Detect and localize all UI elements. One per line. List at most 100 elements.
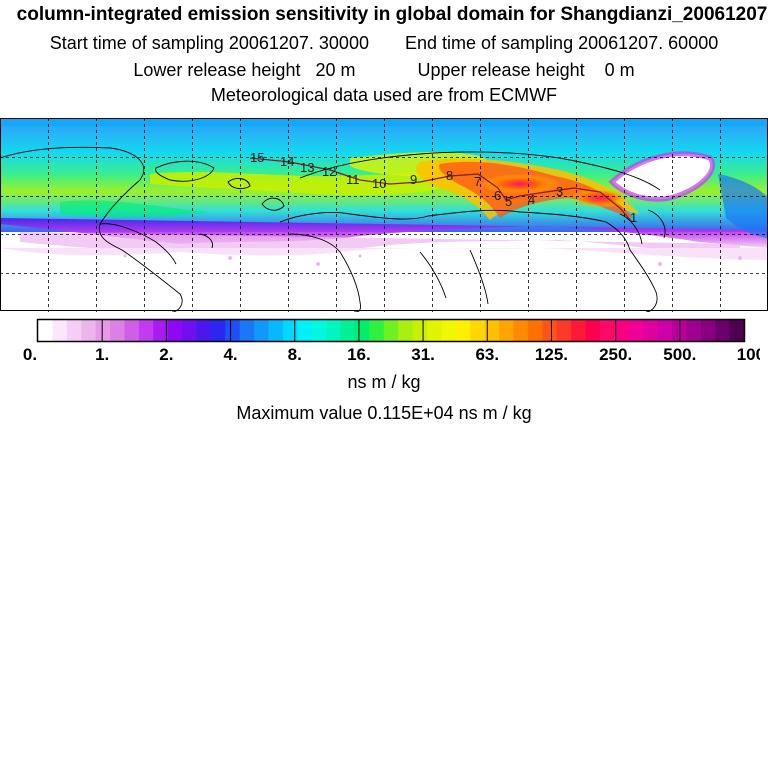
colorbar-cell — [383, 320, 399, 341]
coast-eurasia-north — [299, 151, 661, 191]
colorbar-cell — [715, 320, 731, 341]
colorbar-cell — [297, 320, 313, 341]
traj-label-5: 5 — [505, 194, 512, 209]
colorbar-cell — [182, 320, 198, 341]
release-upper: Upper release height 0 m — [417, 60, 635, 80]
traj-label-4: 4 — [528, 192, 535, 207]
traj-label-10: 10 — [372, 176, 386, 191]
colorbar-cell — [138, 320, 154, 341]
coast-japan — [647, 209, 666, 239]
colorbar-cell — [643, 320, 659, 341]
speckle — [123, 254, 127, 258]
coast-india — [469, 249, 489, 305]
colorbar-tick-label: 31. — [411, 345, 435, 364]
colorbar-ticks — [101, 320, 681, 341]
colorbar-units: ns m / kg — [347, 372, 421, 392]
colorbar-cell — [254, 320, 270, 341]
colorbar-cell — [470, 320, 486, 341]
colorbar-cell — [354, 320, 370, 341]
colorbar-cell — [225, 320, 241, 341]
field-yellow-tongue — [150, 172, 480, 196]
coast-eurasia-south — [279, 209, 658, 312]
field-atlantic-green — [60, 200, 210, 217]
colorbar: 0. 1. 2. 4. 8. 16. 31. 63. 125. 250. 500. 1000. — [23, 318, 760, 364]
traj-label-11: 11 — [346, 172, 360, 187]
speckle — [358, 254, 362, 258]
max-value: Maximum value 0.115E+04 ns m / kg — [236, 403, 532, 423]
speckle — [316, 262, 320, 266]
colorbar-frame — [36, 318, 746, 343]
colorbar-tick-label: 8. — [288, 345, 302, 364]
colorbar-cell — [268, 320, 284, 341]
colorbar-cell — [571, 320, 587, 341]
sampling-end: End time of sampling 20061207. 60000 — [405, 33, 719, 53]
field-east-pacific — [718, 174, 768, 238]
colorbar-cell — [441, 320, 457, 341]
colorbar-cell — [340, 320, 356, 341]
colorbar-tick-label: 0. — [23, 345, 37, 364]
colorbar-tick-label: 4. — [223, 345, 237, 364]
colorbar-cell — [499, 320, 515, 341]
colorbar-tick-label: 63. — [475, 345, 499, 364]
colorbar-cell — [81, 320, 97, 341]
release-heights: Lower release height 20 m Upper release … — [0, 60, 768, 81]
sampling-start: Start time of sampling 20061207. 30000 — [49, 33, 369, 53]
colorbar-cell — [455, 320, 471, 341]
trajectory-path — [249, 157, 633, 223]
speckle — [228, 256, 232, 260]
colorbar-cell — [66, 320, 82, 341]
trajectory-labels: 1 3 4 5 6 7 8 9 10 11 12 13 14 15 — [250, 150, 637, 225]
coast-iceland — [227, 178, 251, 190]
coast-caribbean — [199, 233, 213, 249]
colorbar-tick-label: 2. — [159, 345, 173, 364]
colorbar-cells — [38, 320, 745, 341]
field-south-empty — [0, 248, 768, 312]
colorbar-cell — [210, 320, 226, 341]
colorbar-cell — [556, 320, 572, 341]
traj-label-3: 3 — [556, 184, 563, 199]
speckle — [738, 256, 742, 260]
colorbar-cell — [628, 320, 644, 341]
colorbar-cell — [614, 320, 630, 341]
graticule — [0, 118, 768, 312]
colorbar-cell — [326, 320, 342, 341]
colorbar-cell — [527, 320, 543, 341]
traj-label-13: 13 — [300, 160, 314, 175]
coast-arabia — [419, 251, 447, 299]
colorbar-cell — [38, 320, 54, 341]
coast-korea — [619, 213, 643, 245]
sampling-times: Start time of sampling 20061207. 30000 E… — [0, 33, 768, 54]
traj-label-6: 6 — [494, 188, 501, 203]
colorbar-cell — [167, 320, 183, 341]
traj-label-14: 14 — [280, 154, 294, 169]
colorbar-tick-label: 125. — [535, 345, 568, 364]
colorbar-cell — [686, 320, 702, 341]
field-pacific-rim — [608, 151, 715, 202]
colorbar-cell — [585, 320, 601, 341]
colorbar-cell — [729, 320, 745, 341]
speckle — [658, 262, 662, 266]
colorbar-cell — [369, 320, 385, 341]
plot-title: column-integrated emission sensitivity i… — [16, 4, 768, 25]
colorbar-cell — [311, 320, 327, 341]
met-source: Meteorological data used are from ECMWF — [210, 85, 558, 105]
traj-label-7: 7 — [474, 174, 481, 189]
field-hotspot-2 — [570, 188, 630, 208]
colorbar-cell — [484, 320, 500, 341]
colorbar-tick-label: 16. — [347, 345, 371, 364]
colorbar-cell — [95, 320, 111, 341]
colorbar-cell — [599, 320, 615, 341]
coast-gulf — [99, 223, 177, 265]
traj-label-12: 12 — [322, 164, 336, 179]
traj-label-8: 8 — [446, 168, 453, 183]
colorbar-cell — [700, 320, 716, 341]
coast-north-america — [0, 146, 183, 312]
release-lower: Lower release height 20 m — [133, 60, 356, 80]
colorbar-cell — [52, 320, 68, 341]
colorbar-cell — [398, 320, 414, 341]
traj-label-9: 9 — [410, 172, 417, 187]
field-hotspot-1 — [480, 174, 560, 194]
coast-british-isles — [261, 197, 285, 211]
colorbar-tick-label: 1. — [95, 345, 109, 364]
colorbar-cell — [153, 320, 169, 341]
